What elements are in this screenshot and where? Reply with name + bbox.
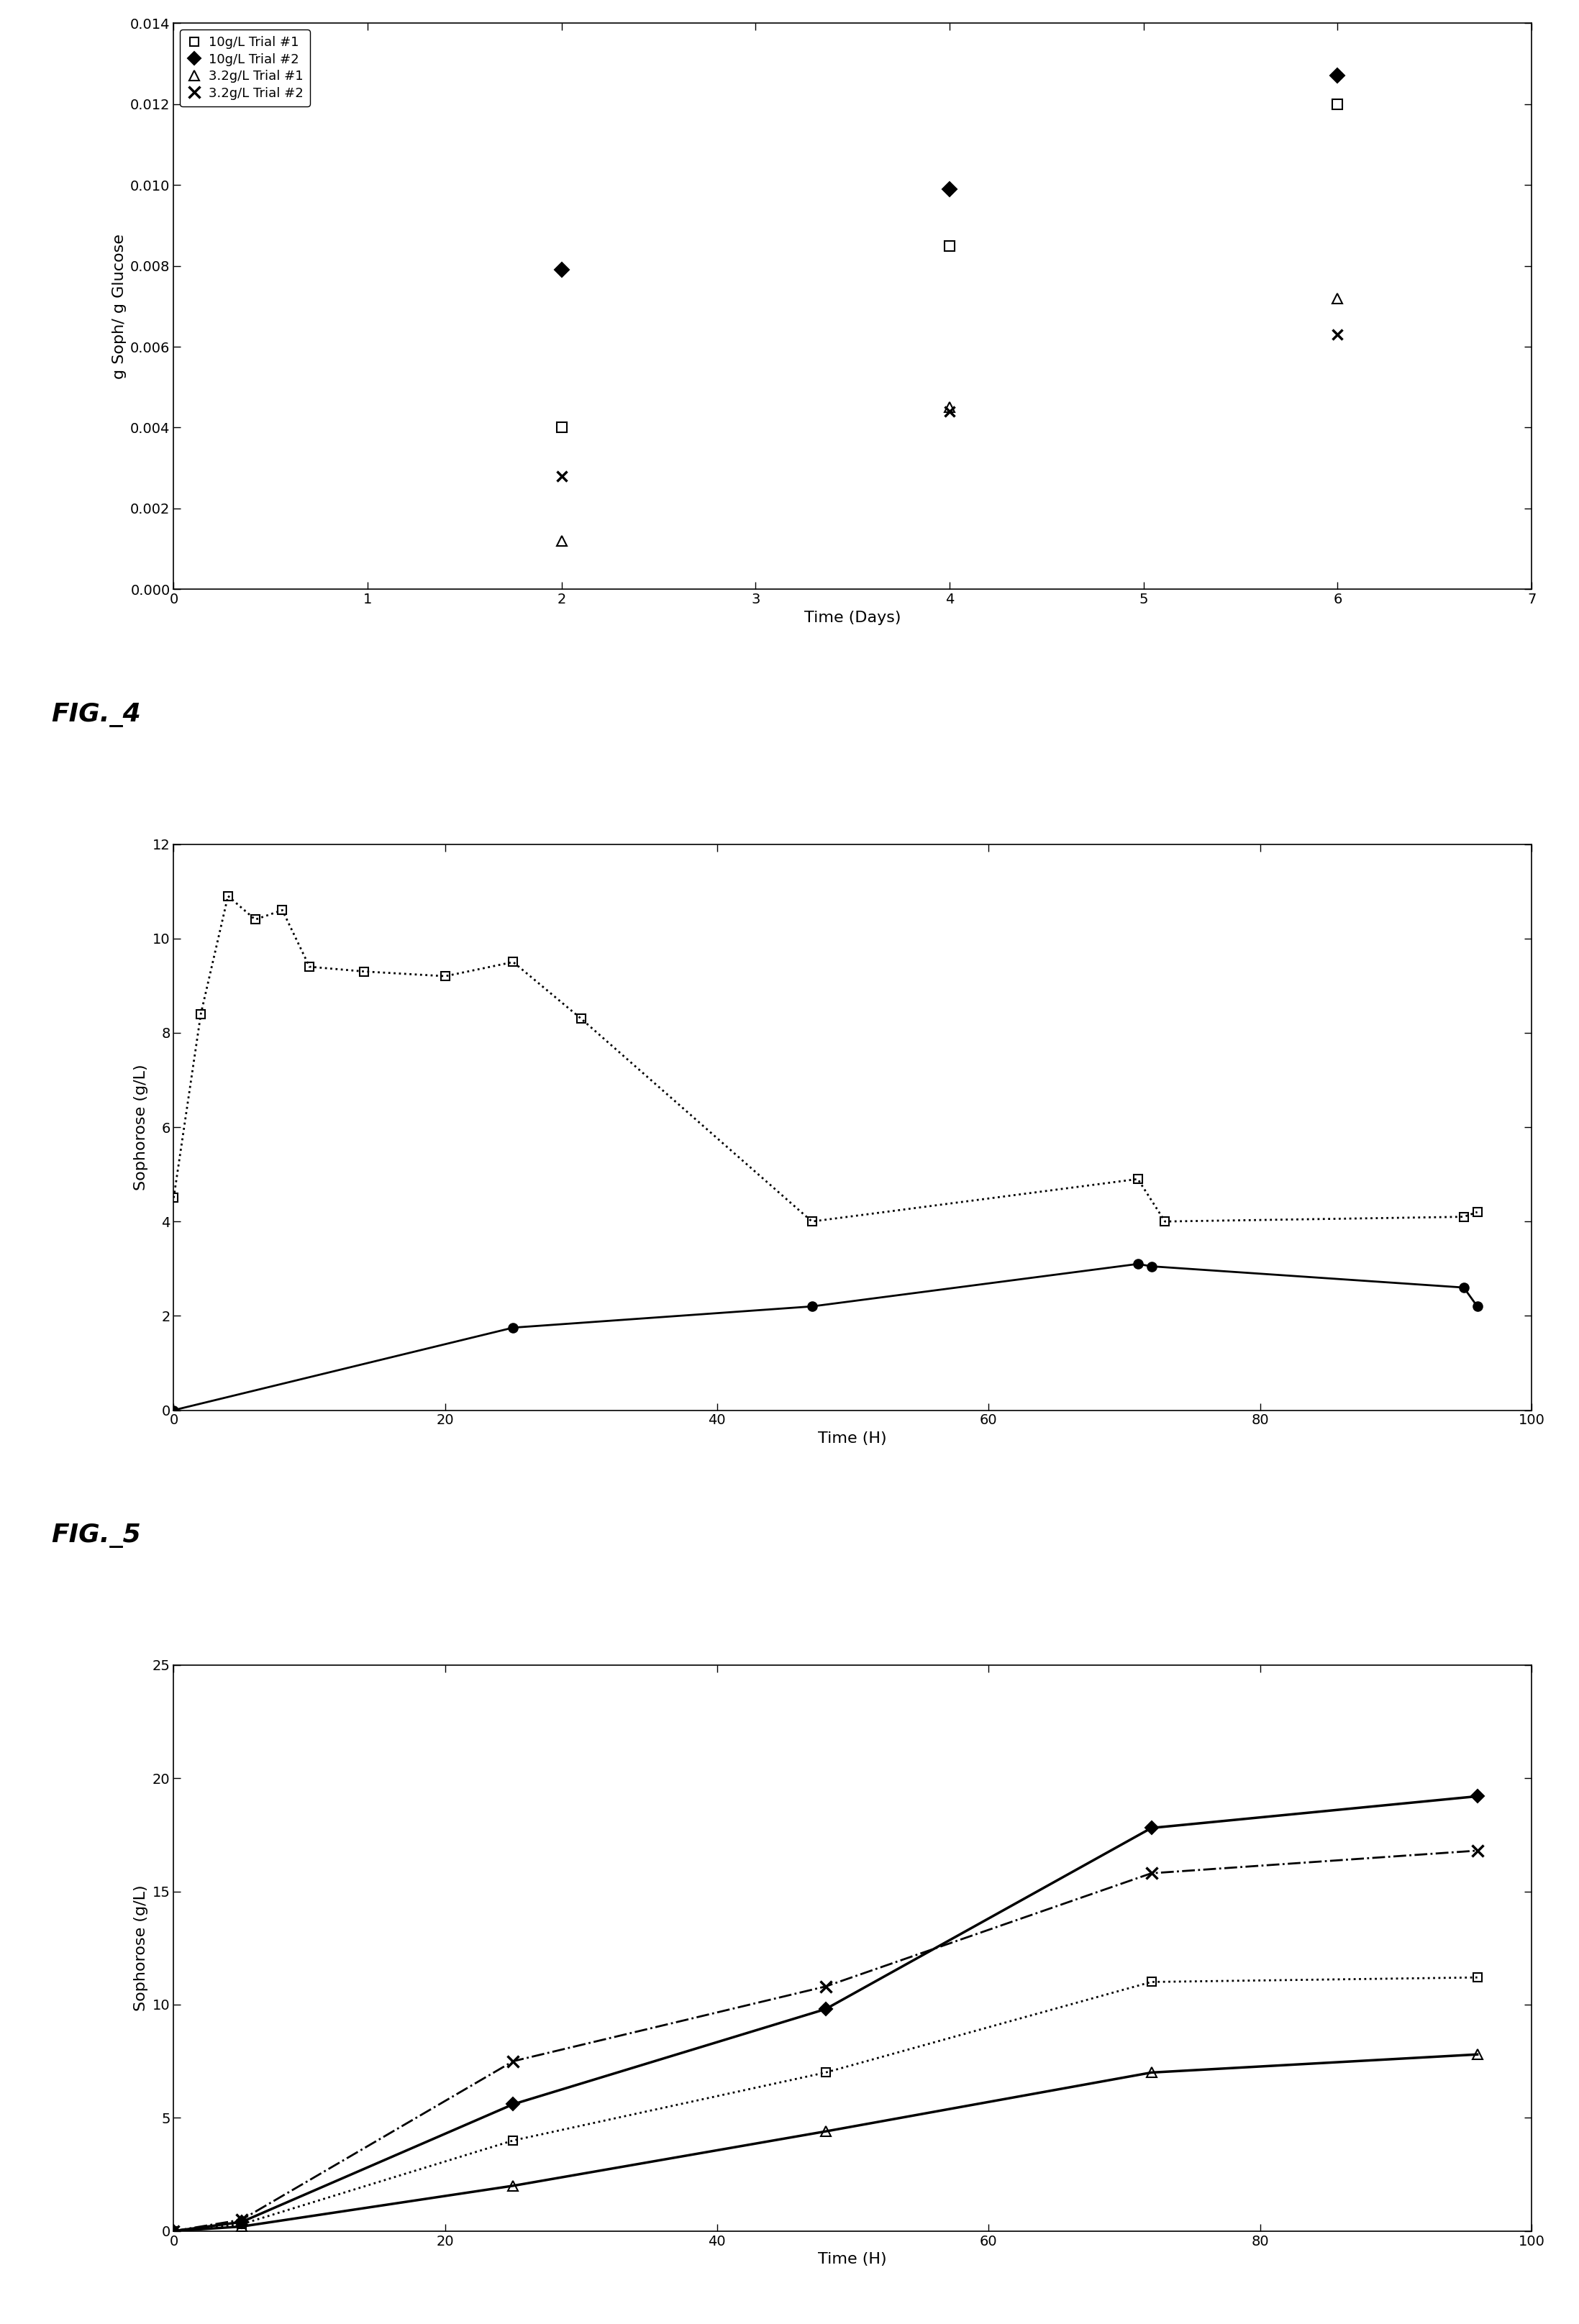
Text: FIG._4: FIG._4 [52,702,141,727]
Text: FIG._5: FIG._5 [52,1525,141,1548]
X-axis label: Time (H): Time (H) [818,2252,887,2266]
Y-axis label: Sophorose (g/L): Sophorose (g/L) [134,1885,148,2010]
Y-axis label: g Soph/ g Glucose: g Soph/ g Glucose [112,235,126,379]
Legend: 10g/L Trial #1, 10g/L Trial #2, 3.2g/L Trial #1, 3.2g/L Trial #2: 10g/L Trial #1, 10g/L Trial #2, 3.2g/L T… [180,30,309,107]
Y-axis label: Sophorose (g/L): Sophorose (g/L) [134,1064,148,1190]
X-axis label: Time (Days): Time (Days) [804,611,902,625]
X-axis label: Time (H): Time (H) [818,1432,887,1446]
